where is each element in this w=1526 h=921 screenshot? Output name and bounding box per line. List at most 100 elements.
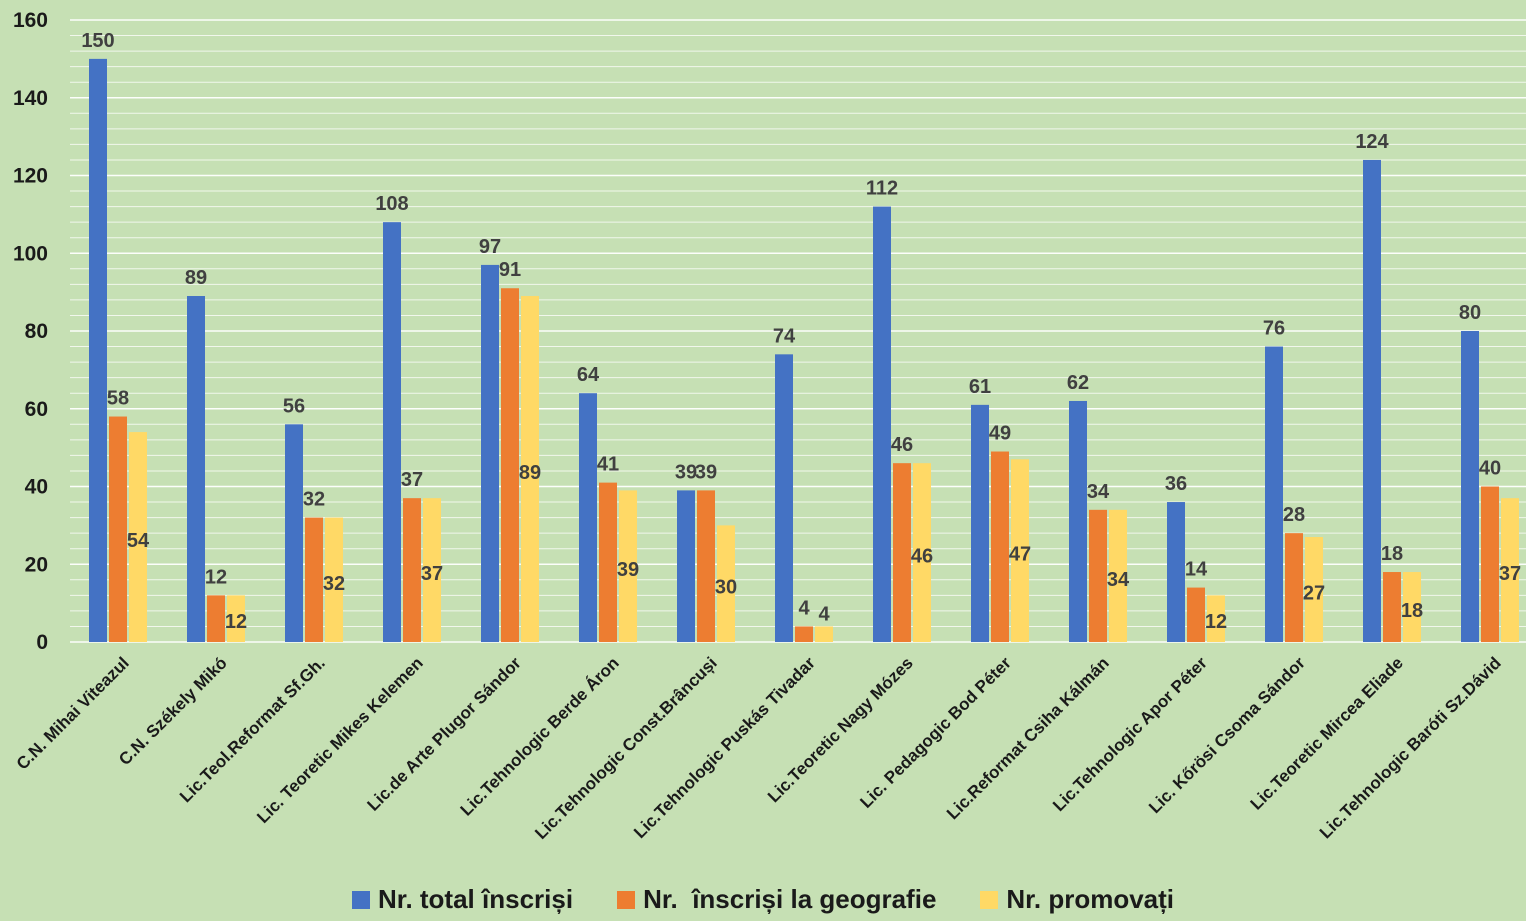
bar-geografie	[501, 288, 519, 642]
data-labels: 1505854891212563232108373797918964413939…	[81, 30, 1521, 633]
data-label: 37	[421, 563, 443, 585]
bar-promovati	[1109, 509, 1127, 642]
bar-promovati	[913, 463, 931, 642]
legend-swatch-total	[351, 890, 370, 909]
bar-geografie	[305, 517, 323, 642]
data-label: 18	[1381, 543, 1403, 565]
x-tick-label: Lic.Tehnologic Baróti Sz.Dávid	[1316, 653, 1505, 842]
data-label: 76	[1263, 318, 1285, 340]
legend-swatch-geografie	[617, 890, 636, 909]
bar-total	[481, 264, 499, 642]
bar-promovati	[1305, 537, 1323, 642]
y-tick-label: 140	[13, 87, 48, 110]
bar-total	[1167, 502, 1185, 642]
bar-total	[1265, 346, 1283, 642]
y-tick-label: 60	[25, 398, 48, 421]
data-label: 80	[1459, 302, 1481, 324]
y-tick-label: 100	[13, 242, 48, 265]
data-label: 12	[225, 611, 247, 633]
bar-promovati	[129, 432, 147, 642]
x-tick-label: Lic.Tehnologic Berde Áron	[457, 653, 623, 819]
data-label: 4	[818, 603, 830, 625]
data-label: 4	[798, 597, 810, 619]
data-label: 47	[1009, 544, 1031, 566]
legend-item-promovati: Nr. promovați	[980, 884, 1174, 915]
data-label: 39	[617, 559, 639, 581]
x-tick-label: Lic.Tehnologic Apor Péter	[1049, 653, 1211, 815]
x-tick-label: Lic.Tehnologic Puskás Tivadar	[630, 653, 819, 842]
data-label: 37	[401, 469, 423, 491]
data-label: 12	[205, 566, 227, 588]
data-label: 18	[1401, 600, 1423, 622]
y-tick-label: 20	[25, 553, 48, 576]
bar-geografie	[599, 482, 617, 642]
data-label: 89	[519, 462, 541, 484]
x-tick-label: C.N. Székely Mikó	[115, 653, 231, 769]
bar-promovati	[1403, 572, 1421, 642]
data-label: 97	[479, 236, 501, 258]
bar-promovati	[1501, 498, 1519, 642]
legend-swatch-promovati	[980, 890, 999, 909]
bar-promovati	[717, 525, 735, 642]
data-label: 124	[1355, 131, 1389, 153]
bar-geografie	[1089, 509, 1107, 642]
data-label: 34	[1087, 481, 1110, 503]
bar-geografie	[1481, 486, 1499, 642]
bar-geografie	[207, 595, 225, 642]
bar-total	[1363, 159, 1381, 642]
data-label: 108	[375, 193, 408, 215]
bar-total	[1069, 400, 1087, 642]
bar-promovati	[521, 296, 539, 642]
x-tick-label: Lic. Kőrösi Csoma Sándor	[1145, 653, 1309, 817]
x-tick-label: Lic.Reformat Csiha Kálmán	[943, 653, 1113, 823]
bar-geografie	[109, 416, 127, 642]
data-label: 74	[773, 325, 796, 347]
legend-item-total: Nr. total înscriși	[351, 884, 574, 915]
legend: Nr. total înscriși Nr. înscriși la geogr…	[0, 884, 1526, 915]
data-label: 54	[127, 530, 150, 552]
bar-promovati	[815, 626, 833, 642]
y-tick-label: 0	[36, 631, 48, 654]
bar-geografie	[795, 626, 813, 642]
bar-geografie	[1383, 572, 1401, 642]
data-label: 64	[577, 364, 600, 386]
data-label: 112	[866, 178, 898, 200]
legend-label-total: Nr. total înscriși	[377, 884, 574, 914]
legend-label-geografie: Nr. înscriși la geografie	[643, 884, 937, 914]
data-label: 41	[597, 454, 619, 476]
data-label: 27	[1303, 583, 1325, 605]
bar-geografie	[1285, 533, 1303, 642]
bar-total	[677, 490, 695, 642]
data-label: 12	[1205, 611, 1227, 633]
bar-promovati	[1011, 459, 1029, 642]
data-label: 14	[1185, 559, 1208, 581]
bar-total	[285, 424, 303, 642]
data-label: 62	[1067, 372, 1089, 394]
data-label: 46	[911, 546, 933, 568]
bar-promovati	[227, 595, 245, 642]
y-axis-ticks: 0 20 40 60 80 100 120 140 160	[13, 9, 48, 654]
data-label: 37	[1499, 563, 1521, 585]
data-label: 39	[675, 461, 697, 483]
bar-total	[873, 206, 891, 642]
y-tick-label: 80	[25, 320, 48, 343]
data-label: 28	[1283, 504, 1305, 526]
data-label: 30	[715, 577, 737, 599]
legend-label-promovati: Nr. promovați	[1006, 884, 1174, 914]
data-label: 36	[1165, 473, 1187, 495]
data-label: 34	[1107, 569, 1130, 591]
bar-geografie	[697, 490, 715, 642]
bar-geografie	[991, 451, 1009, 642]
y-tick-label: 160	[13, 9, 48, 32]
bar-promovati	[1207, 595, 1225, 642]
data-label: 32	[303, 489, 325, 511]
data-label: 39	[695, 461, 717, 483]
data-label: 40	[1479, 458, 1501, 480]
y-tick-label: 40	[25, 476, 48, 499]
x-tick-label: Lic.de Arte Plugor Sándor	[364, 653, 526, 815]
bar-total	[89, 58, 107, 642]
y-tick-label: 120	[13, 165, 48, 188]
bar-geografie	[893, 463, 911, 642]
bar-geografie	[1187, 587, 1205, 642]
